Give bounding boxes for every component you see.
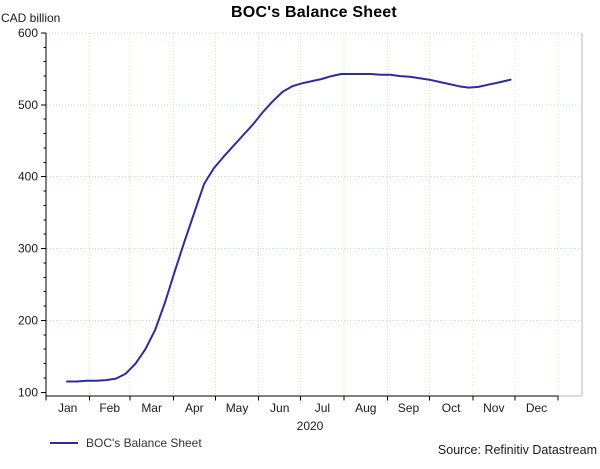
y-tick-label: 600 bbox=[18, 26, 38, 40]
chart-title: BOC's Balance Sheet bbox=[231, 4, 397, 21]
legend-label: BOC's Balance Sheet bbox=[86, 436, 202, 450]
x-tick-label: Jun bbox=[270, 401, 289, 415]
legend: BOC's Balance Sheet bbox=[50, 436, 202, 450]
x-axis-year-label: 2020 bbox=[296, 419, 324, 433]
x-tick-label: Jan bbox=[58, 401, 77, 415]
x-tick-label: Mar bbox=[141, 401, 162, 415]
y-tick-label: 500 bbox=[18, 98, 38, 112]
source-credit: Source: Refinitiv Datastream bbox=[437, 443, 597, 457]
y-axis-unit-label: CAD billion bbox=[1, 11, 61, 25]
legend-line-swatch bbox=[50, 442, 78, 444]
y-tick-label: 400 bbox=[18, 170, 38, 184]
x-tick-label: Nov bbox=[483, 401, 504, 415]
x-tick-label: May bbox=[226, 401, 249, 415]
y-tick-label: 200 bbox=[18, 313, 38, 327]
x-tick-label: Oct bbox=[442, 401, 461, 415]
x-tick-label: Aug bbox=[355, 401, 376, 415]
x-tick-label: Jul bbox=[315, 401, 330, 415]
x-tick-label: Dec bbox=[526, 401, 547, 415]
x-tick-label: Feb bbox=[99, 401, 120, 415]
x-tick-label: Sep bbox=[398, 401, 420, 415]
y-tick-label: 100 bbox=[18, 385, 38, 399]
balance-sheet-line bbox=[66, 73, 512, 383]
y-tick-label: 300 bbox=[18, 242, 38, 256]
x-tick-label: Apr bbox=[185, 401, 204, 415]
